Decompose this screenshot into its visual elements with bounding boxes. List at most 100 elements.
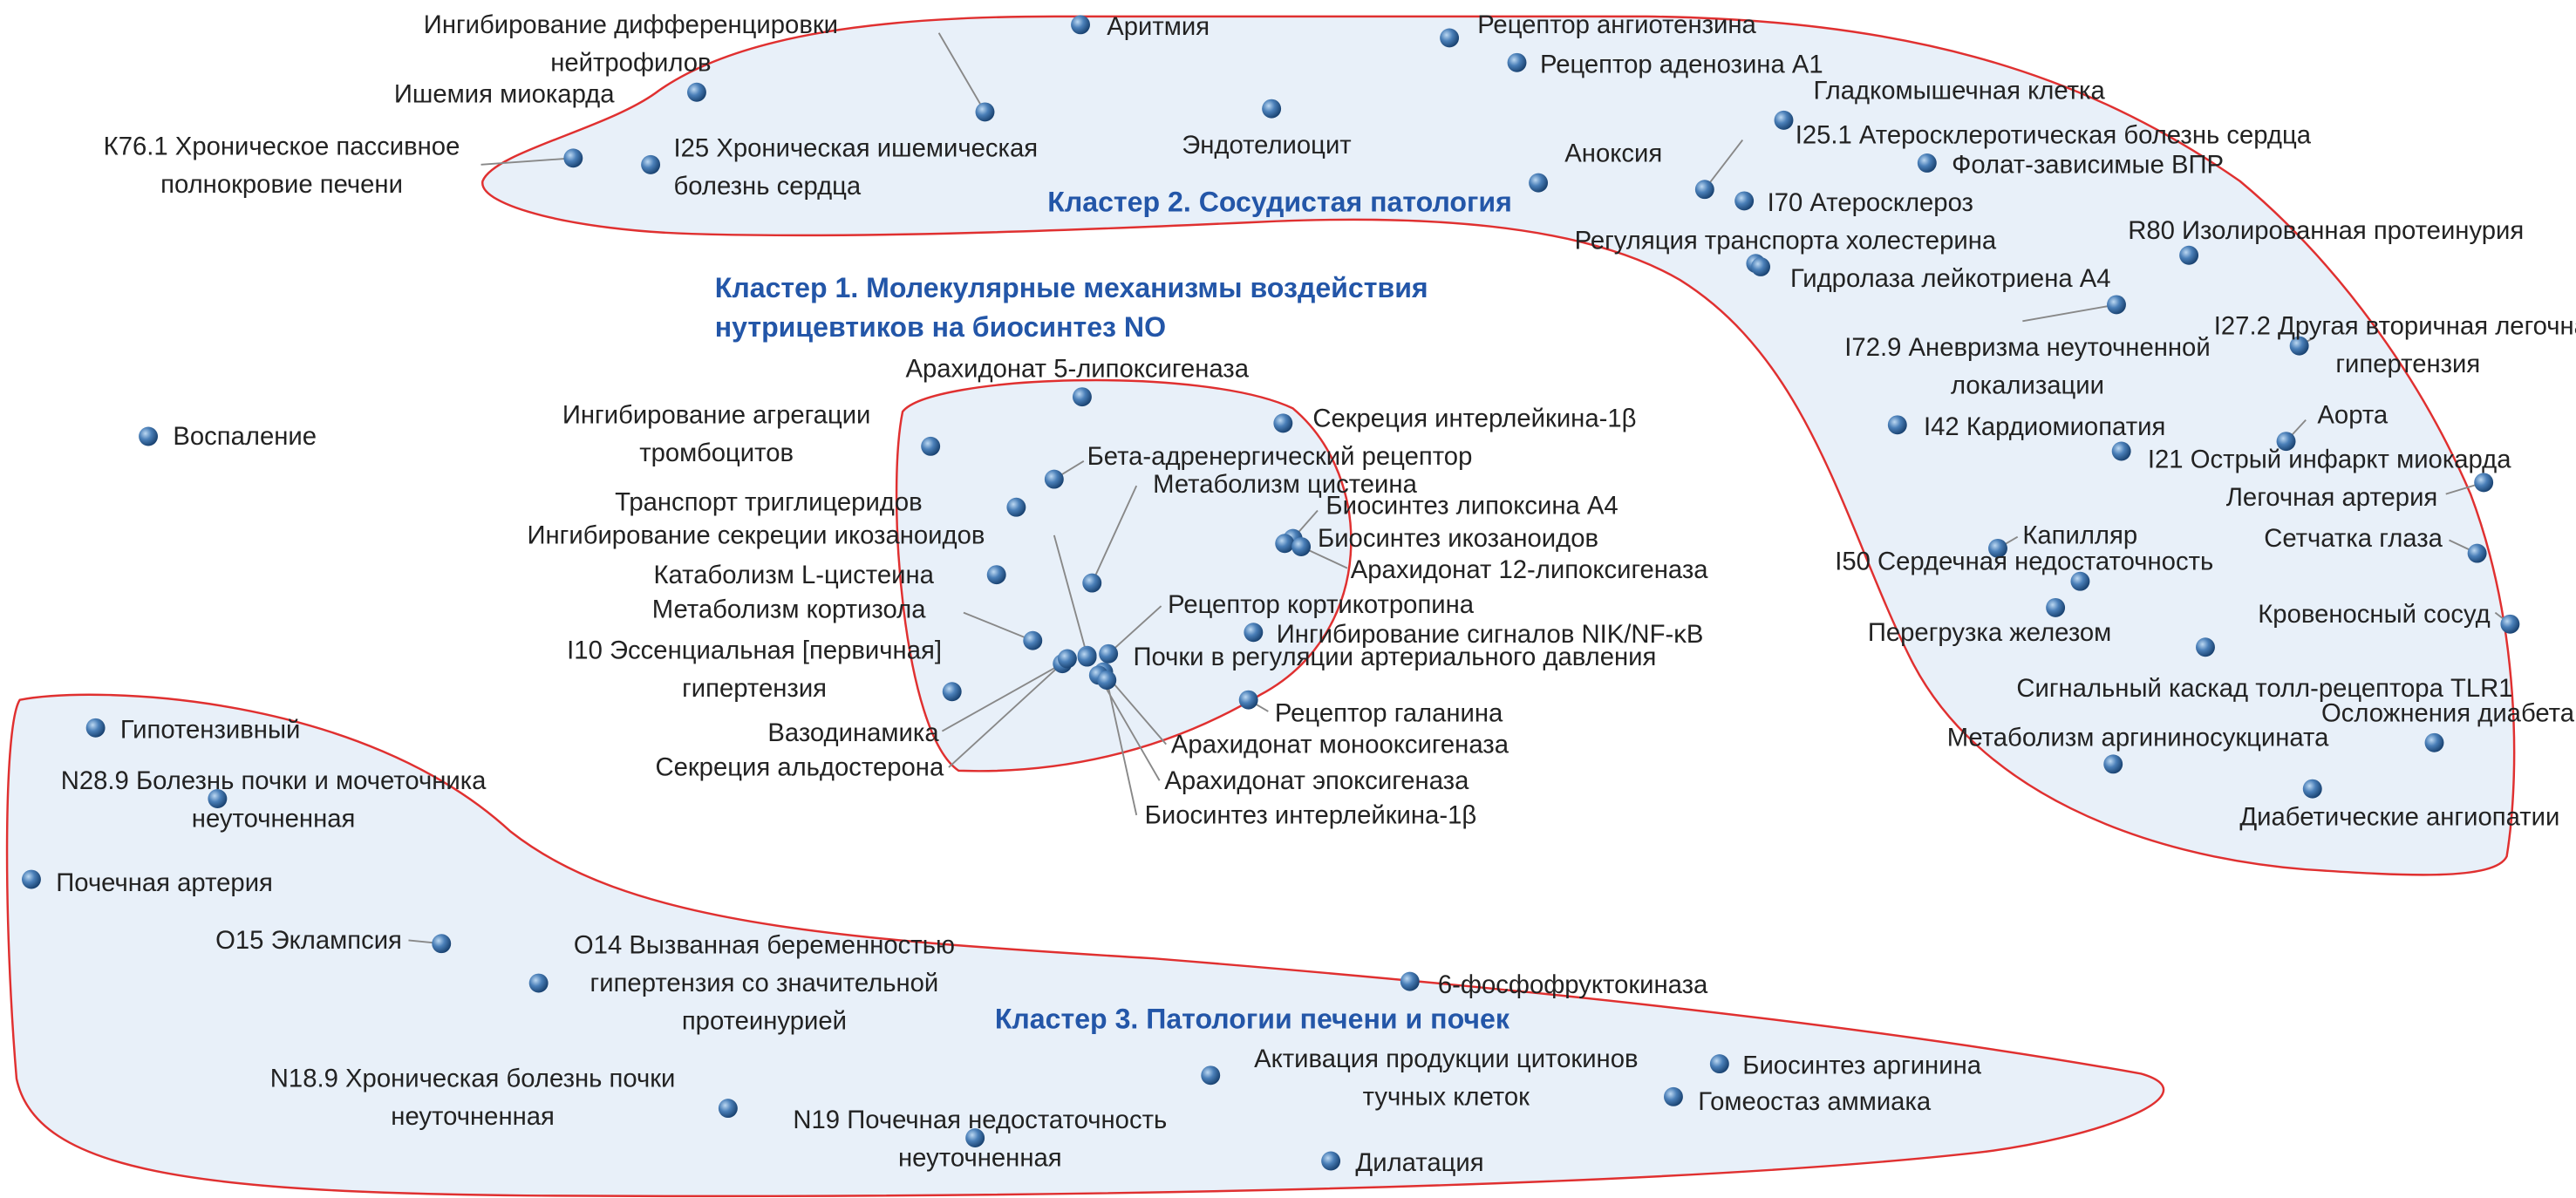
node-label: неуточненная — [391, 1103, 555, 1131]
node-label: Биосинтез липоксина А4 — [1325, 492, 1618, 520]
node-dot — [2467, 543, 2487, 563]
node-label: Активация продукции цитокинов — [1254, 1045, 1638, 1073]
node-label: Транспорт триглицеридов — [615, 489, 923, 517]
node-label: тромбоцитов — [639, 439, 794, 467]
node-label: Аритмия — [1107, 13, 1210, 41]
node-label: гипертензия — [682, 675, 827, 703]
node-label: Воспаление — [173, 423, 317, 451]
node-label: Метаболизм аргининосукцината — [1947, 725, 2329, 752]
node-label: Арахидонат монооксигеназа — [1171, 731, 1509, 759]
leaders — [408, 32, 2511, 945]
node-label: Гидролаза лейкотриена А4 — [1790, 265, 2111, 293]
node-dot — [139, 426, 159, 446]
node-label: Биосинтез икозаноидов — [1318, 525, 1598, 553]
node-label: О14 Вызванная беременностью — [574, 932, 955, 960]
node-dot — [1694, 180, 1714, 200]
node-dot — [1262, 99, 1282, 119]
node-dot — [687, 82, 706, 102]
node-label: полнокровие печени — [160, 171, 403, 199]
node-label: неуточненная — [192, 805, 356, 833]
node-dot — [1507, 52, 1527, 72]
node-label: К76.1 Хроническое пассивное — [104, 133, 460, 161]
node-dot — [1917, 153, 1937, 173]
node-label: неуточненная — [898, 1144, 1062, 1172]
node-dot — [563, 148, 583, 168]
cluster-title: нутрицевтиков на биосинтез NO — [715, 311, 1166, 343]
node-label: Вазодинамика — [767, 719, 939, 747]
node-dot — [432, 934, 452, 954]
cluster-2-outline — [481, 15, 2516, 876]
node-label: Ингибирование сигналов NIK/NF-κB — [1277, 621, 1704, 649]
cluster-title: Кластер 2. Сосудистая патология — [1047, 187, 1512, 218]
node-dot — [1082, 573, 1102, 593]
leader — [1091, 485, 1138, 583]
node-label: Секреция альдостерона — [655, 754, 944, 782]
node-label: I27.2 Другая вторичная легочная — [2214, 313, 2576, 341]
node-dot — [528, 973, 549, 993]
node-dot — [2111, 441, 2131, 461]
node-dot — [2276, 432, 2296, 452]
node-label: нейтрофилов — [550, 49, 711, 77]
node-label: Бета-адренергический рецептор — [1087, 443, 1473, 471]
node-label: I21 Острый инфаркт миокарда — [2148, 446, 2511, 474]
node-dot — [718, 1099, 738, 1119]
node-dot — [965, 1128, 985, 1148]
node-dot — [921, 436, 941, 456]
node-dot — [1988, 538, 2007, 558]
node-dot — [1006, 497, 1026, 517]
node-label: 6-фосфофруктокиназа — [1438, 971, 1708, 999]
cluster-3-outline — [5, 693, 2165, 1198]
leader — [480, 157, 574, 166]
node-dot — [1071, 15, 1090, 35]
node-dot — [986, 565, 1006, 585]
node-label: тучных клеток — [1363, 1083, 1530, 1111]
node-dot — [1291, 537, 1312, 556]
node-dot — [1044, 469, 1064, 489]
node-dot — [2103, 754, 2123, 774]
node-label: Фолат-зависимые ВПР — [1952, 151, 2224, 179]
leader — [1107, 605, 1162, 655]
node-label: I50 Сердечная недостаточность — [1835, 548, 2213, 576]
leader — [941, 663, 1063, 732]
node-label: Гомеостаз аммиака — [1698, 1088, 1932, 1116]
node-dot — [1244, 623, 1264, 643]
node-dot — [2070, 571, 2090, 591]
node-label: Арахидонат 5-липоксигеназа — [905, 356, 1249, 384]
node-label: Ишемия миокарда — [394, 80, 615, 108]
node-dot — [2474, 473, 2494, 493]
node-dot — [1887, 415, 1907, 435]
node-label: Гладкомышечная клетка — [1813, 77, 2105, 105]
node-dot — [1273, 413, 1293, 433]
node-dot — [1734, 191, 1755, 211]
node-label: локализации — [1951, 372, 2104, 400]
node-label: Капилляр — [2022, 521, 2137, 549]
node-label: Почки в регуляции артериального давления — [1133, 643, 1656, 671]
node-dot — [2179, 245, 2199, 265]
node-label: Осложнения диабета — [2321, 699, 2575, 727]
node-label: Катаболизм L-цистеина — [654, 562, 935, 589]
leader — [937, 32, 986, 112]
node-dot — [2424, 732, 2444, 752]
node-label: Метаболизм кортизола — [652, 596, 926, 623]
node-label: Метаболизм цистеина — [1153, 471, 1417, 499]
node-dot — [1709, 1054, 1729, 1074]
node-label: I25 Хроническая ишемическая — [674, 135, 1039, 163]
node-label: Рецептор галанина — [1275, 699, 1503, 727]
node-label: болезнь сердца — [674, 173, 862, 201]
node-label: Дилатация — [1355, 1149, 1483, 1177]
node-dot — [1201, 1065, 1221, 1086]
node-label: Биосинтез интерлейкина-1β — [1145, 802, 1477, 830]
node-dot — [208, 789, 228, 808]
node-label: Арахидонат эпоксигеназа — [1164, 767, 1469, 795]
node-dot — [21, 869, 41, 889]
node-label: гипертензия со значительной — [590, 970, 939, 997]
node-label: Ингибирование агрегации — [562, 402, 871, 430]
cluster-title: Кластер 3. Патологии печени и почек — [995, 1003, 1510, 1034]
node-label: Регуляция транспорта холестерина — [1575, 227, 1997, 255]
leader — [963, 611, 1033, 642]
node-dot — [1751, 257, 1770, 276]
node-dot — [2289, 336, 2309, 356]
node-label: Ингибирование дифференцировки — [424, 11, 838, 39]
node-label: Кровеносный сосуд — [2258, 601, 2490, 629]
